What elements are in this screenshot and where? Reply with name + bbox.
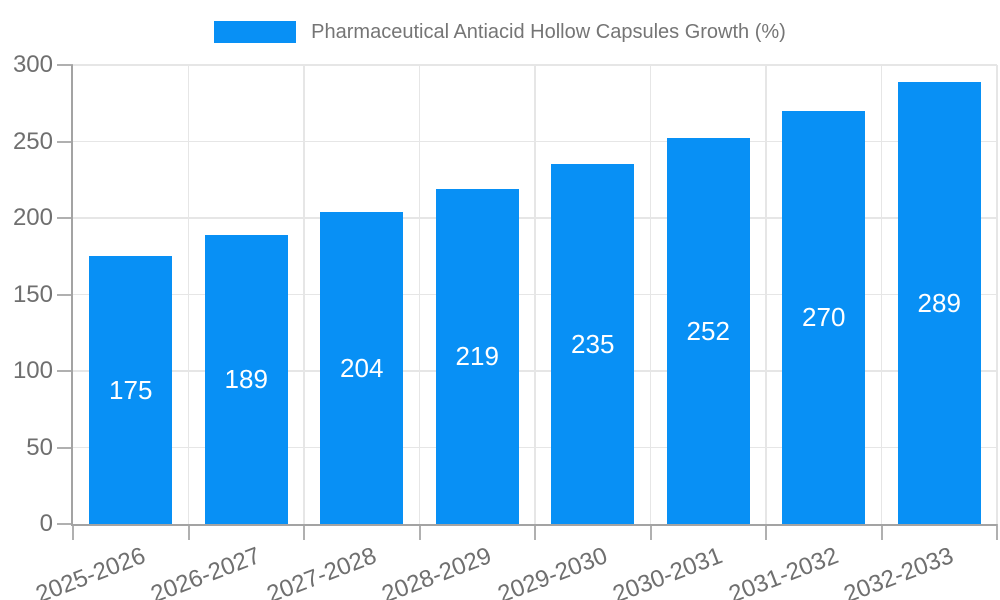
x-gridline (418, 65, 421, 524)
x-tick-label: 2031-2032 (725, 542, 843, 600)
x-tick-mark (765, 524, 767, 540)
x-tick-mark (534, 524, 536, 540)
x-gridline (187, 65, 190, 524)
bar-2029-2030[interactable] (551, 164, 635, 524)
y-tick-label: 0 (39, 510, 53, 537)
y-tick-mark (57, 523, 73, 525)
x-gridline (534, 65, 536, 524)
x-tick-label: 2025-2026 (32, 542, 150, 600)
x-tick-mark (187, 524, 190, 540)
bar-value-label: 252 (686, 316, 730, 347)
x-axis-line (71, 524, 997, 526)
bar-2025-2026[interactable] (89, 256, 173, 524)
x-tick-mark (880, 524, 883, 540)
x-tick-mark (996, 524, 998, 540)
legend-swatch (214, 21, 297, 43)
x-tick-mark (649, 524, 652, 540)
y-axis-line (71, 65, 73, 524)
y-tick-mark (57, 370, 73, 372)
bar-2031-2032[interactable] (782, 110, 866, 524)
y-tick-mark (57, 64, 73, 66)
y-tick-mark (57, 140, 73, 143)
bar-2032-2033[interactable] (897, 81, 981, 524)
y-tick-mark (57, 293, 73, 296)
bar-value-label: 270 (802, 302, 846, 333)
x-tick-mark (303, 524, 305, 540)
bar-value-label: 175 (109, 375, 153, 406)
x-tick-label: 2026-2027 (147, 542, 265, 600)
y-tick-label: 250 (12, 127, 53, 155)
x-gridline (880, 65, 883, 524)
x-tick-label: 2027-2028 (263, 542, 381, 600)
y-tick-label: 200 (12, 204, 53, 231)
y-tick-mark (57, 217, 73, 219)
bar-value-label: 289 (917, 287, 961, 318)
x-gridline (303, 65, 305, 524)
x-tick-mark (418, 524, 421, 540)
y-tick-label: 50 (26, 433, 53, 461)
bar-2028-2029[interactable] (435, 188, 519, 524)
legend[interactable]: Pharmaceutical Antiacid Hollow Capsules … (0, 18, 1000, 46)
x-gridline (765, 65, 767, 524)
bar-value-label: 204 (340, 352, 384, 383)
x-tick-label: 2030-2031 (609, 542, 727, 600)
x-tick-label: 2032-2033 (840, 542, 958, 600)
bar-2026-2027[interactable] (204, 234, 288, 524)
x-tick-label: 2028-2029 (378, 542, 496, 600)
y-tick-label: 100 (12, 357, 53, 384)
bar-value-label: 189 (224, 364, 268, 395)
bar-value-label: 235 (571, 329, 615, 360)
y-tick-mark (57, 446, 73, 449)
x-tick-label: 2029-2030 (494, 542, 612, 600)
y-tick-label: 300 (12, 51, 53, 78)
x-gridline (649, 65, 652, 524)
legend-label: Pharmaceutical Antiacid Hollow Capsules … (311, 20, 786, 43)
y-tick-label: 150 (12, 280, 53, 308)
x-tick-mark (72, 524, 74, 540)
bar-2027-2028[interactable] (320, 211, 404, 524)
x-gridline (996, 65, 998, 524)
bar-2030-2031[interactable] (666, 138, 750, 524)
bar-value-label: 219 (455, 341, 499, 372)
